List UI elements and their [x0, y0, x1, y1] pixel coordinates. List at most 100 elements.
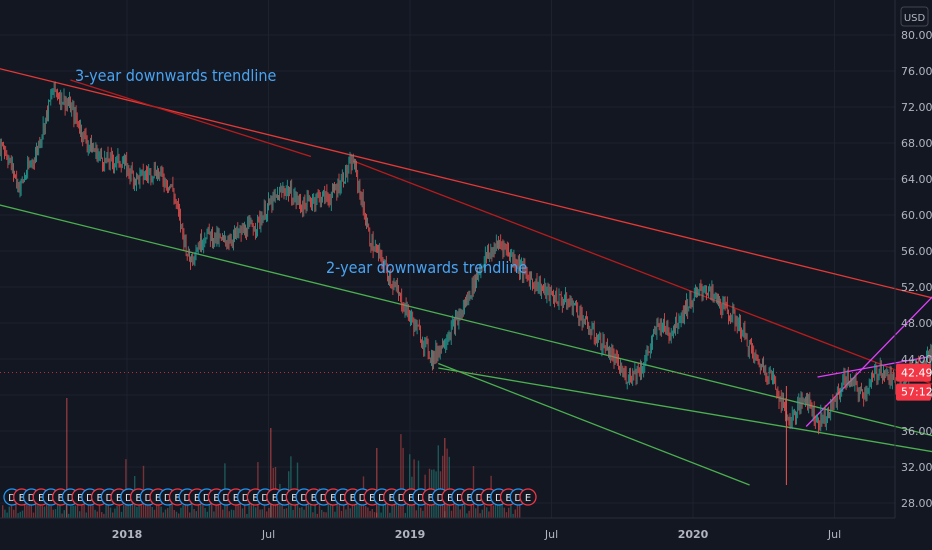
volume-bar — [230, 509, 233, 518]
volume-bar — [74, 505, 76, 518]
trendlines — [0, 68, 932, 486]
event-badge-label: D — [456, 493, 464, 504]
volume-bar — [378, 503, 380, 518]
event-badge-label: D — [28, 493, 36, 504]
volume-bar — [479, 513, 481, 518]
volume-bar — [173, 509, 175, 518]
trendline — [438, 362, 750, 486]
price-series — [0, 81, 932, 485]
volume-bar — [505, 512, 508, 518]
volume-bar — [204, 507, 206, 518]
volume-bar — [81, 502, 83, 518]
volume-bar — [87, 499, 90, 518]
y-tick-label: 72.00 — [901, 101, 932, 114]
volume-bar — [468, 510, 470, 518]
event-badge-label: E — [291, 493, 297, 504]
volume-bars — [2, 398, 521, 518]
volume-bar — [398, 497, 400, 518]
volume-bar — [98, 502, 101, 518]
volume-bar — [125, 459, 127, 518]
volume-bar — [10, 502, 13, 518]
volume-bar — [514, 509, 516, 518]
volume-bar — [235, 505, 237, 518]
y-tick-label: 48.00 — [901, 317, 932, 330]
event-badge-label: E — [311, 493, 317, 504]
volume-bar — [415, 510, 417, 518]
volume-bar — [118, 497, 120, 518]
volume-bar — [459, 509, 461, 518]
event-badge-label: D — [300, 493, 308, 504]
volume-bar — [116, 506, 118, 518]
volume-bar — [202, 496, 204, 518]
volume-bar — [19, 511, 21, 518]
volume-bar — [442, 455, 444, 518]
volume-bar — [164, 509, 167, 518]
event-badge-label: E — [116, 493, 122, 504]
event-badge-label: D — [106, 493, 114, 504]
event-badge-label: D — [417, 493, 425, 504]
volume-bar — [105, 500, 107, 518]
volume-bar — [4, 509, 6, 518]
volume-bar — [329, 496, 332, 518]
volume-bar — [503, 507, 505, 518]
volume-bar — [369, 511, 371, 518]
event-badge-label: D — [203, 493, 211, 504]
volume-bar — [94, 509, 96, 518]
event-badge-label: D — [359, 493, 367, 504]
annotation-2-year: 2-year downwards trendline — [326, 258, 527, 277]
event-badge-label: D — [475, 493, 483, 504]
volume-bar — [358, 500, 360, 518]
event-badge-label: E — [408, 493, 414, 504]
volume-bar — [26, 496, 28, 518]
trendline — [70, 79, 312, 158]
volume-bar — [217, 498, 219, 518]
volume-bar — [277, 498, 279, 518]
volume-bar — [70, 506, 72, 518]
event-badge-label: D — [261, 493, 269, 504]
volume-bar — [222, 509, 224, 518]
y-tick-label: 60.00 — [901, 209, 932, 222]
volume-bar — [347, 496, 349, 518]
volume-bar — [387, 504, 389, 518]
event-badge-label: D — [514, 493, 522, 504]
volume-bar — [41, 505, 43, 518]
last-price-label: 42.49 — [901, 367, 932, 380]
volume-bar — [367, 507, 369, 518]
volume-bar — [189, 512, 191, 518]
volume-bar — [63, 510, 65, 518]
volume-bar — [400, 434, 402, 518]
trendline — [438, 367, 932, 453]
volume-bar — [160, 506, 162, 518]
volume-bar — [494, 496, 497, 518]
volume-bar — [8, 506, 10, 518]
volume-bar — [391, 502, 393, 518]
volume-bar — [477, 504, 479, 518]
volume-bar — [52, 509, 54, 518]
event-badge-label: E — [194, 493, 200, 504]
event-badge-label: E — [525, 493, 531, 504]
volume-bar — [244, 496, 246, 518]
volume-bar — [103, 513, 105, 518]
volume-bar — [294, 501, 296, 518]
volume-bar — [510, 504, 512, 518]
volume-bar — [162, 512, 164, 518]
volume-bar — [57, 496, 59, 518]
volume-bar — [384, 502, 387, 518]
volume-bar — [76, 497, 79, 518]
event-badge-label: D — [437, 493, 445, 504]
x-tick-label: Jul — [261, 528, 275, 541]
volume-bar — [292, 509, 294, 518]
volume-bar — [259, 509, 261, 518]
volume-bar — [349, 508, 351, 518]
volume-bar — [426, 502, 428, 518]
volume-bar — [13, 509, 15, 518]
volume-bar — [356, 503, 358, 518]
volume-bar — [450, 510, 453, 518]
volume-bar — [32, 512, 35, 518]
volume-bar — [35, 498, 37, 518]
currency-label-box[interactable]: USD — [900, 6, 929, 27]
volume-bar — [499, 501, 501, 518]
